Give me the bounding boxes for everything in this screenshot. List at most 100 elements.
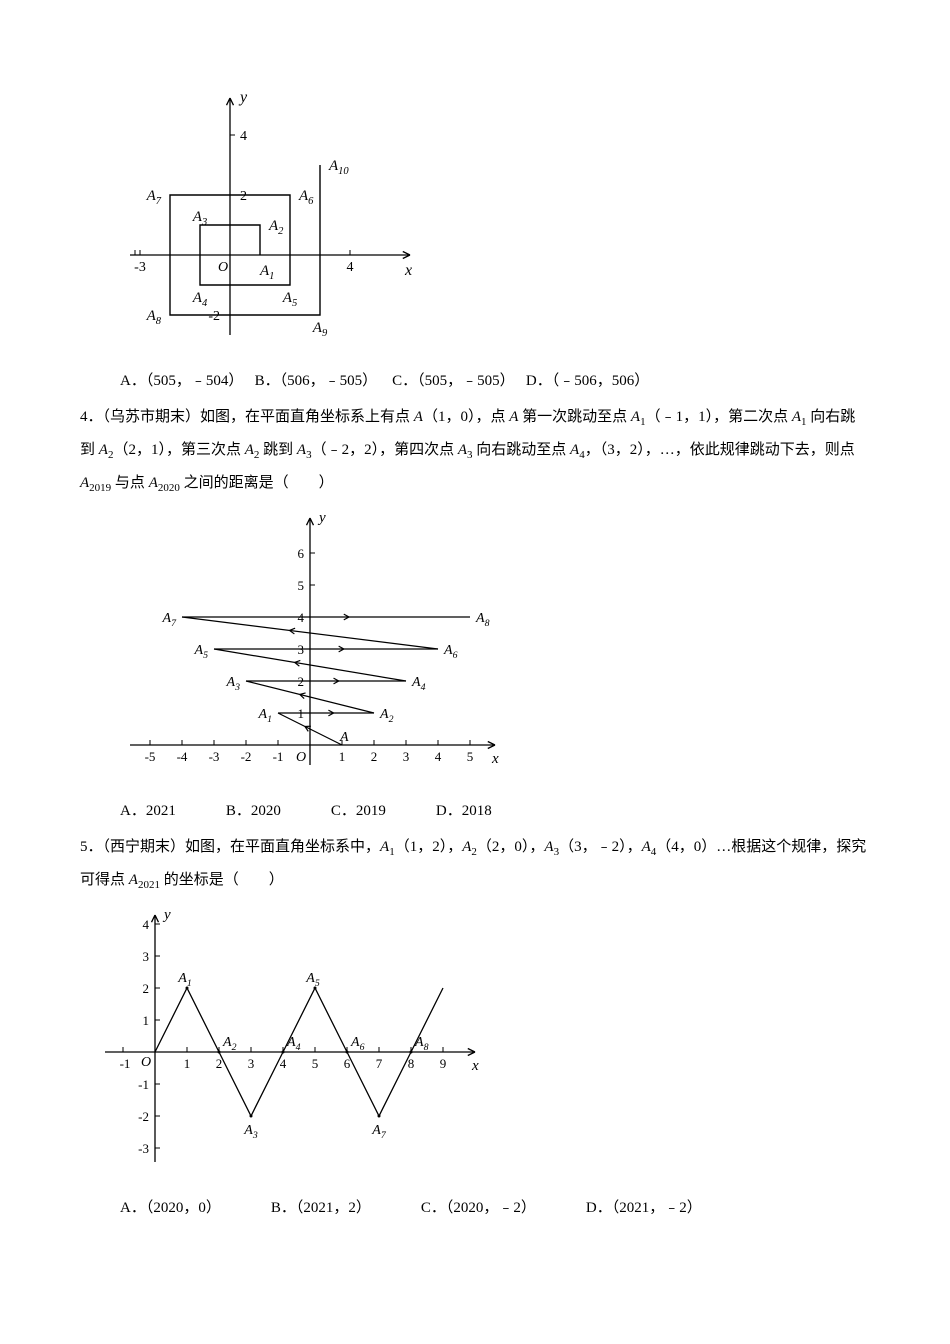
q3-ans-c: C．（505，﹣505） — [392, 373, 515, 389]
svg-text:2: 2 — [240, 189, 247, 204]
q5-tail: 的坐标是（ ） — [160, 872, 284, 888]
figure-q4: -5-4-3-2-112345123456OxyAA1A2A3A4A5A6A7A… — [120, 510, 870, 783]
svg-text:1: 1 — [143, 1013, 150, 1028]
q5-answers: A．（2020，0） B．（2021，2） C．（2020，﹣2） D．（202… — [120, 1190, 870, 1228]
svg-text:-1: -1 — [273, 749, 284, 764]
svg-text:5: 5 — [467, 749, 474, 764]
svg-text:A1: A1 — [177, 971, 191, 989]
svg-text:3: 3 — [403, 749, 410, 764]
svg-text:A8: A8 — [475, 611, 490, 629]
svg-text:9: 9 — [440, 1056, 447, 1071]
q4-ans-d: D．2018 — [436, 793, 492, 831]
svg-text:A8: A8 — [414, 1035, 429, 1053]
svg-text:y: y — [317, 510, 326, 526]
svg-text:4: 4 — [143, 917, 150, 932]
q5-A3: A — [544, 839, 553, 855]
svg-text:A4: A4 — [411, 675, 426, 693]
q5-A2021: A — [129, 872, 138, 888]
svg-text:A4: A4 — [286, 1035, 301, 1053]
svg-text:6: 6 — [298, 546, 305, 561]
q5: 5．（西宁期末）如图，在平面直角坐标系中，A1（1，2），A2（2，0），A3（… — [80, 831, 870, 897]
svg-text:x: x — [404, 262, 412, 279]
q4-A2: A — [99, 442, 108, 458]
q4-A1: A — [631, 409, 640, 425]
q3-ans-b: B．（506，﹣505） — [255, 373, 378, 389]
svg-text:A5: A5 — [305, 971, 320, 989]
q4-A: A — [414, 409, 423, 425]
figure-q3: -3442-2OxyA1A2A3A4A5A6A7A8A9A10 — [120, 90, 870, 353]
svg-text:y: y — [238, 90, 248, 106]
svg-text:1: 1 — [184, 1056, 191, 1071]
svg-text:-3: -3 — [209, 749, 220, 764]
q4-s2020: 2020 — [158, 482, 180, 494]
q4-src: （乌苏市期末） — [103, 409, 201, 425]
q5-ans-a: A．（2020，0） — [120, 1190, 221, 1228]
q5-c1: （1，2）， — [395, 839, 463, 855]
svg-text:A6: A6 — [298, 188, 314, 207]
svg-text:A7: A7 — [146, 188, 162, 207]
q5-num: 5． — [80, 839, 103, 855]
svg-text:2: 2 — [143, 981, 150, 996]
q4-t5: 向右跳动至点 — [473, 442, 571, 458]
svg-text:A7: A7 — [371, 1123, 387, 1141]
svg-text:4: 4 — [280, 1056, 287, 1071]
q5-src: （西宁期末） — [103, 839, 186, 855]
svg-text:A2: A2 — [379, 707, 394, 725]
svg-text:-5: -5 — [145, 749, 156, 764]
q4-cA4: ，（3，2），…，依此规律跳动下去，则点 — [585, 442, 855, 458]
q5-ans-b: B．（2021，2） — [271, 1190, 371, 1228]
q5-t1: 如图，在平面直角坐标系中， — [185, 839, 380, 855]
svg-text:x: x — [471, 1058, 479, 1074]
svg-text:A: A — [339, 730, 349, 745]
q4-A4: A — [570, 442, 579, 458]
q3-ans-a: A．（505，﹣504） — [120, 373, 243, 389]
q4-num: 4． — [80, 409, 103, 425]
svg-text:A9: A9 — [312, 320, 328, 339]
svg-text:4: 4 — [435, 749, 442, 764]
svg-text:A1: A1 — [259, 263, 274, 282]
svg-text:A5: A5 — [194, 643, 209, 661]
q4-cA2: （2，1），第三次点 — [113, 442, 244, 458]
q4-s2019: 2019 — [89, 482, 111, 494]
svg-text:1: 1 — [339, 749, 346, 764]
q4-ans-b: B．2020 — [226, 793, 281, 831]
svg-text:3: 3 — [143, 949, 150, 964]
svg-text:-1: -1 — [138, 1077, 149, 1092]
svg-text:-3: -3 — [134, 260, 146, 275]
svg-text:7: 7 — [376, 1056, 383, 1071]
svg-text:A2: A2 — [222, 1035, 237, 1053]
q4-answers: A．2021 B．2020 C．2019 D．2018 — [120, 793, 870, 831]
svg-text:-3: -3 — [138, 1141, 149, 1156]
figure-q5: -1123456789-3-2-11234OxyA1A2A3A4A5A6A7A8 — [100, 907, 870, 1180]
svg-text:x: x — [491, 751, 499, 767]
svg-text:A3: A3 — [243, 1123, 258, 1141]
svg-text:2: 2 — [216, 1056, 223, 1071]
svg-text:8: 8 — [408, 1056, 415, 1071]
svg-text:-2: -2 — [138, 1109, 149, 1124]
svg-text:O: O — [296, 750, 306, 765]
svg-text:A2: A2 — [268, 218, 284, 237]
svg-text:y: y — [162, 907, 171, 923]
svg-text:A6: A6 — [443, 643, 458, 661]
q5-A4: A — [642, 839, 651, 855]
q4-ans-a: A．2021 — [120, 793, 176, 831]
q5-c2: （2，0）， — [477, 839, 545, 855]
q4-A2b: A — [245, 442, 254, 458]
q4-A1b: A — [792, 409, 801, 425]
svg-text:4: 4 — [347, 260, 354, 275]
svg-text:O: O — [141, 1055, 151, 1070]
svg-text:3: 3 — [248, 1056, 255, 1071]
q4-cA3: （﹣2，2），第四次点 — [312, 442, 458, 458]
svg-text:5: 5 — [312, 1056, 319, 1071]
q3-ans-d: D．（﹣506，506） — [526, 373, 649, 389]
svg-text:A4: A4 — [192, 290, 208, 309]
svg-text:5: 5 — [298, 578, 305, 593]
q4-t6: 与点 — [111, 475, 149, 491]
q5-A1: A — [380, 839, 389, 855]
svg-text:-4: -4 — [177, 749, 188, 764]
q4-t1: 如图，在平面直角坐标系上有点 — [200, 409, 414, 425]
q4-A2019: A — [80, 475, 89, 491]
svg-text:A7: A7 — [162, 611, 178, 629]
q5-s2021: 2021 — [138, 879, 160, 891]
svg-text:-1: -1 — [120, 1056, 131, 1071]
